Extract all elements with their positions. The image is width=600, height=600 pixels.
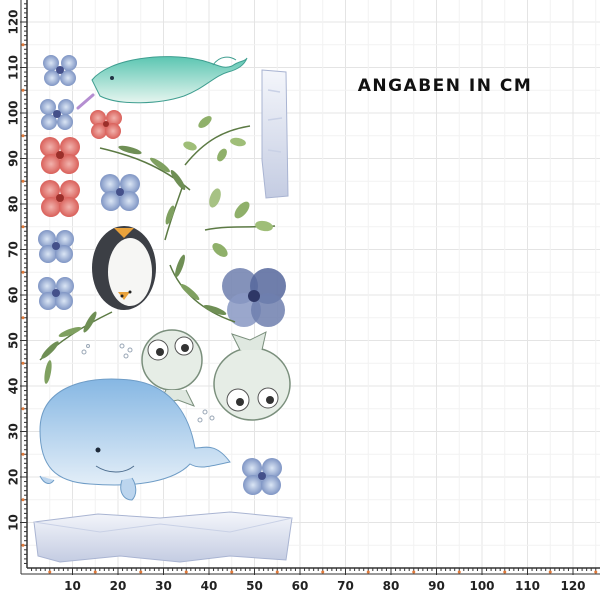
vertical-ruler-marker [21,225,25,229]
vertical-ruler-marker [21,270,25,274]
vertical-ruler-marker [21,316,25,320]
x-tick-label: 10 [64,579,81,593]
blue-flower [38,277,74,310]
narwhal-illustration [76,56,248,110]
dark-blue-flower [222,268,286,327]
x-tick-label: 40 [201,579,218,593]
y-tick-label: 60 [7,287,21,304]
blue-flower [38,230,74,263]
horizontal-ruler-marker [93,570,97,574]
x-tick-label: 110 [515,579,540,593]
x-tick-label: 80 [383,579,400,593]
y-tick-label: 120 [7,9,21,34]
leafy-branches [39,116,276,384]
vertical-ruler-marker [21,134,25,138]
vertical-ruler-marker [21,88,25,92]
y-tick-label: 40 [7,378,21,395]
horizontal-ruler-marker [594,570,598,574]
y-tick-label: 20 [7,469,21,486]
y-tick-label: 100 [7,100,21,125]
fish-illustration [141,329,203,407]
vertical-ruler-marker [21,498,25,502]
horizontal-ruler-marker [457,570,461,574]
red-flower [40,180,80,217]
horizontal-ruler-marker [139,570,143,574]
fish-illustration [213,331,291,421]
blue-flower-medium [100,174,140,211]
x-tick-label: 90 [428,579,445,593]
x-tick-label: 120 [560,579,585,593]
y-tick-label: 30 [7,423,21,440]
y-tick-label: 50 [7,332,21,349]
bubbles [81,343,215,423]
horizontal-ruler-marker [48,570,52,574]
x-tick-label: 70 [337,579,354,593]
y-tick-label: 90 [7,150,21,167]
red-flower-small [90,110,122,139]
red-flower [40,137,80,174]
x-tick-label: 30 [155,579,172,593]
ice-pillar-illustration [261,69,289,199]
horizontal-ruler-marker [366,570,370,574]
vertical-ruler-marker [21,543,25,547]
whale-illustration [39,378,231,501]
x-tick-label: 50 [246,579,263,593]
y-tick-label: 110 [7,55,21,80]
flowers-left-column [38,55,80,310]
blue-flower [40,99,74,130]
vertical-ruler-marker [21,452,25,456]
horizontal-ruler-marker [503,570,507,574]
y-tick-label: 80 [7,196,21,213]
ice-floe-illustration [33,511,293,563]
x-tick-label: 100 [469,579,494,593]
vertical-ruler-marker [21,361,25,365]
horizontal-ruler-marker [412,570,416,574]
blue-flower-bottom [242,458,282,495]
blue-flower [43,55,77,86]
y-tick-label: 70 [7,241,21,258]
horizontal-ruler-marker [230,570,234,574]
y-tick-label: 10 [7,514,21,531]
x-tick-label: 60 [292,579,309,593]
horizontal-ruler-marker [275,570,279,574]
vertical-ruler-marker [21,407,25,411]
dimensions-heading: ANGABEN IN CM [357,76,533,96]
vertical-ruler-marker [21,179,25,183]
horizontal-ruler-marker [321,570,325,574]
horizontal-ruler-marker [184,570,188,574]
horizontal-ruler-marker [548,570,552,574]
x-tick-label: 20 [110,579,127,593]
vertical-ruler-marker [21,43,25,47]
penguin-illustration [92,226,156,310]
